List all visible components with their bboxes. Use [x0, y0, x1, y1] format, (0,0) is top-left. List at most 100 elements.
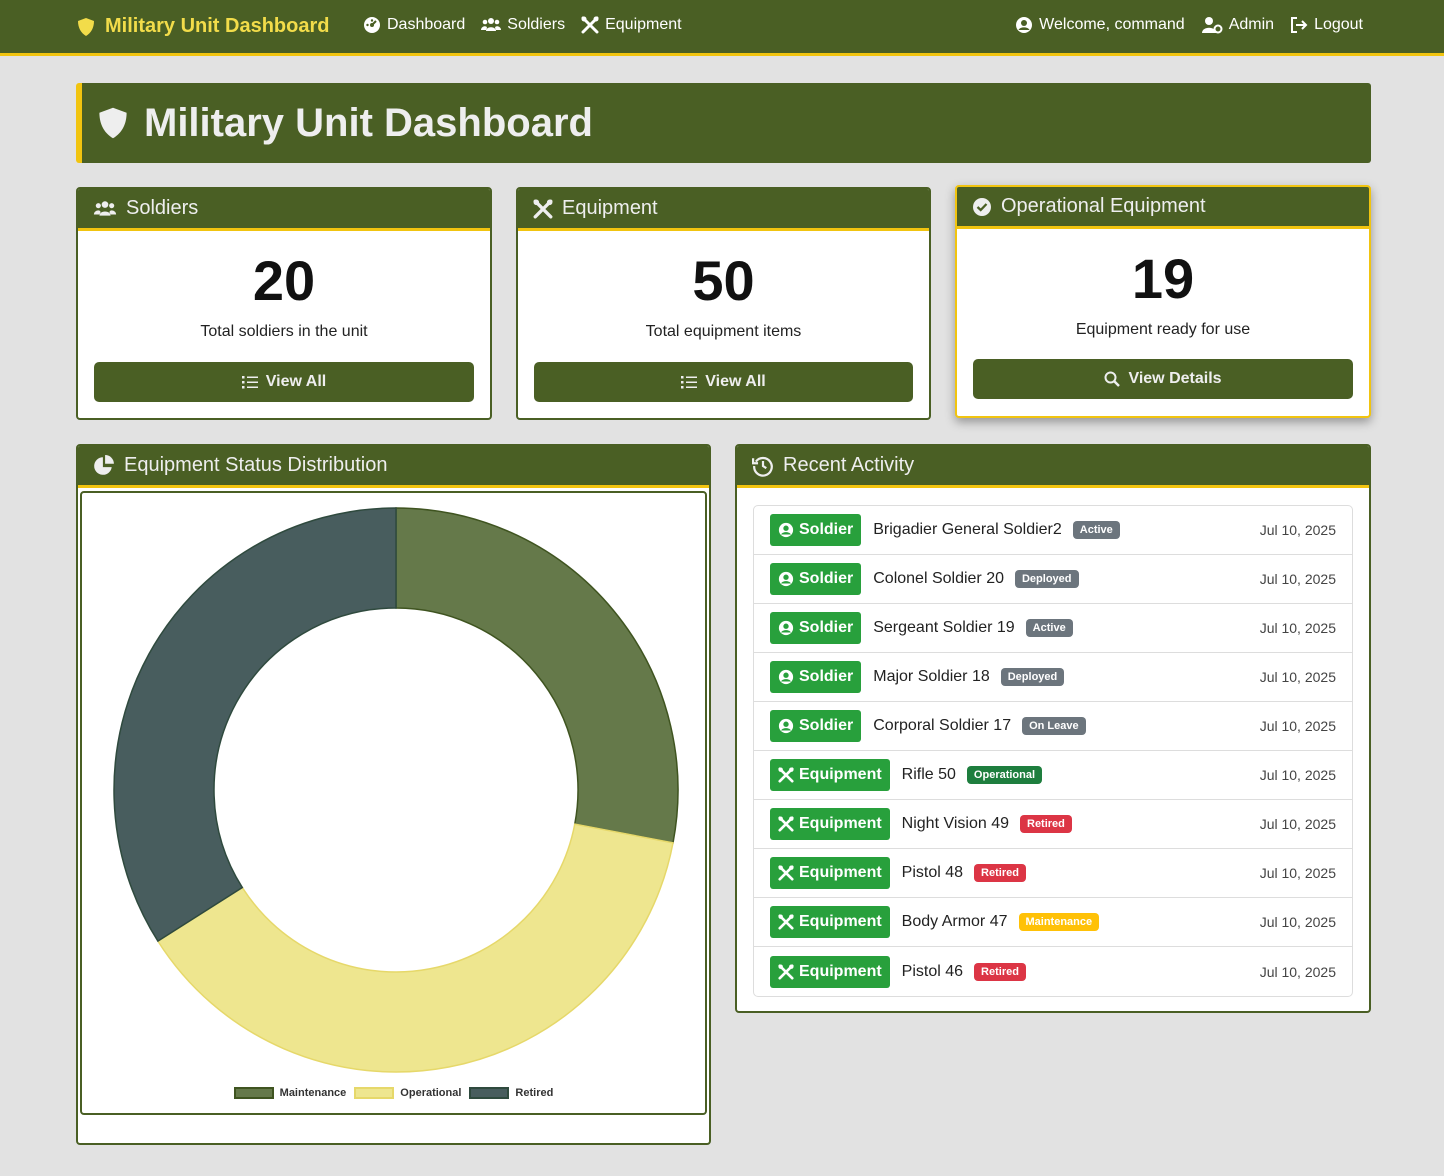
activity-row[interactable]: Soldier Major Soldier 18 Deployed Jul 10, 2… [754, 653, 1352, 702]
tools-icon [778, 767, 794, 783]
soldier-type-badge: Soldier [770, 563, 862, 595]
history-icon [752, 456, 773, 477]
user-gear-icon [1201, 17, 1223, 34]
type-label: Equipment [799, 815, 882, 832]
view-details-button[interactable]: View Details [973, 359, 1353, 399]
nav-dashboard-label: Dashboard [387, 16, 466, 33]
nav-logout[interactable]: Logout [1290, 16, 1363, 34]
activity-panel-title: Recent Activity [783, 454, 915, 476]
operational-equipment-card: Operational Equipment 19 Equipment ready… [955, 185, 1371, 418]
users-icon [481, 18, 502, 31]
soldiers-count: 20 [252, 249, 316, 312]
check-circle-icon [973, 197, 991, 216]
status-badge: Retired [1020, 815, 1072, 833]
donut-slice-maintenance[interactable] [395, 507, 679, 844]
tools-icon [778, 914, 794, 930]
equipment-type-badge: Equipment [770, 955, 890, 988]
tools-icon [778, 865, 794, 881]
page-title: Military Unit Dashboard [144, 100, 593, 145]
list-icon [241, 376, 258, 389]
activity-row[interactable]: Equipment Rifle 50 Operational Jul 10, 2025 [754, 751, 1352, 800]
donut-slice-retired[interactable] [113, 507, 397, 943]
nav-equipment-label: Equipment [605, 16, 682, 33]
equipment-card-header: Equipment [518, 189, 929, 231]
tools-icon [533, 199, 553, 218]
user-circle-icon [778, 718, 794, 734]
recent-activity-panel: Recent Activity Soldier Brigadier General… [735, 444, 1371, 1013]
status-badge: Active [1025, 619, 1073, 637]
activity-date: Jul 10, 2025 [1259, 669, 1336, 685]
status-badge: On Leave [1022, 717, 1086, 735]
activity-row[interactable]: Equipment Pistol 46 Retired Jul 10, 2025 [754, 947, 1352, 996]
status-badge: Deployed [1014, 570, 1079, 588]
activity-name: Corporal Soldier 17 [873, 717, 1012, 734]
equipment-type-badge: Equipment [770, 906, 890, 938]
welcome-user: Welcome, command [1015, 16, 1185, 34]
donut-slice-operational[interactable] [156, 823, 674, 1073]
activity-name: Colonel Soldier 20 [873, 570, 1004, 587]
nav-dashboard[interactable]: Dashboard [363, 16, 465, 34]
activity-date: Jul 10, 2025 [1259, 816, 1336, 832]
equipment-card: Equipment 50 Total equipment items View … [516, 187, 931, 420]
activity-panel-header: Recent Activity [737, 446, 1369, 488]
legend-swatch-retired [469, 1087, 510, 1099]
legend-item-maintenance[interactable]: Maintenance [233, 1087, 347, 1099]
status-badge: Deployed [1000, 668, 1065, 686]
chart-panel-title: Equipment Status Distribution [124, 454, 388, 476]
view-all-soldiers-button[interactable]: View All [94, 362, 474, 402]
activity-date: Jul 10, 2025 [1259, 571, 1336, 587]
nav-links: Dashboard Soldiers Equipment [363, 16, 682, 34]
activity-row[interactable]: Equipment Night Vision 49 Retired Jul 10, 2… [754, 800, 1352, 849]
type-label: Equipment [799, 913, 882, 930]
pie-chart-icon [94, 454, 114, 475]
soldiers-card-title: Soldiers [126, 197, 199, 219]
activity-row[interactable]: Soldier Sergeant Soldier 19 Active Jul 10, … [754, 604, 1352, 653]
legend-item-operational[interactable]: Operational [354, 1087, 461, 1099]
shield-icon [99, 107, 127, 139]
nav-equipment[interactable]: Equipment [581, 16, 682, 34]
activity-row[interactable]: Soldier Brigadier General Soldier2 Active J… [754, 506, 1352, 555]
chart-panel-header: Equipment Status Distribution [78, 446, 709, 488]
chart-container: Maintenance Operational Retired [80, 491, 707, 1115]
activity-row[interactable]: Soldier Corporal Soldier 17 On Leave Jul 10… [754, 702, 1352, 751]
user-circle-icon [778, 571, 794, 587]
type-label: Soldier [799, 619, 854, 636]
top-navbar: Military Unit Dashboard Dashboard Soldie… [0, 0, 1444, 56]
nav-admin[interactable]: Admin [1201, 16, 1274, 34]
activity-row[interactable]: Soldier Colonel Soldier 20 Deployed Jul 10,… [754, 555, 1352, 604]
activity-list: Soldier Brigadier General Soldier2 Active J… [753, 505, 1353, 997]
equipment-status-panel: Equipment Status Distribution Maintenanc… [76, 444, 711, 1145]
type-label: Equipment [799, 864, 882, 881]
legend-label-maintenance: Maintenance [279, 1087, 347, 1099]
search-icon [1104, 371, 1121, 387]
activity-name: Night Vision 49 [901, 815, 1009, 832]
operational-description: Equipment ready for use [1075, 321, 1251, 338]
logout-icon [1291, 17, 1308, 33]
operational-card-header: Operational Equipment [957, 187, 1369, 229]
type-label: Equipment [799, 962, 882, 980]
equipment-count: 50 [692, 249, 755, 312]
equipment-type-badge: Equipment [770, 857, 890, 889]
nav-soldiers[interactable]: Soldiers [481, 16, 565, 34]
equipment-description: Total equipment items [645, 323, 802, 340]
nav-user-links: Welcome, command Admin Logout [1015, 16, 1363, 34]
activity-name: Pistol 48 [901, 864, 964, 881]
status-badge: Retired [974, 864, 1026, 882]
activity-row[interactable]: Equipment Pistol 48 Retired Jul 10, 2025 [754, 849, 1352, 898]
brand-link[interactable]: Military Unit Dashboard [76, 15, 329, 38]
nav-logout-label: Logout [1314, 16, 1363, 33]
legend-item-retired[interactable]: Retired [469, 1087, 553, 1099]
user-circle-icon [778, 522, 794, 538]
status-badge: Operational [966, 766, 1043, 784]
activity-date: Jul 10, 2025 [1259, 718, 1336, 734]
tools-icon [581, 16, 599, 34]
soldiers-card: Soldiers 20 Total soldiers in the unit V… [76, 187, 492, 420]
page-header: Military Unit Dashboard [76, 83, 1371, 163]
user-circle-icon [778, 669, 794, 685]
soldier-type-badge: Soldier [770, 661, 862, 693]
nav-soldiers-label: Soldiers [507, 16, 566, 33]
tools-icon [778, 816, 794, 832]
type-label: Soldier [799, 521, 854, 538]
activity-row[interactable]: Equipment Body Armor 47 Maintenance Jul 10,… [754, 898, 1352, 947]
view-all-equipment-button[interactable]: View All [534, 362, 913, 402]
